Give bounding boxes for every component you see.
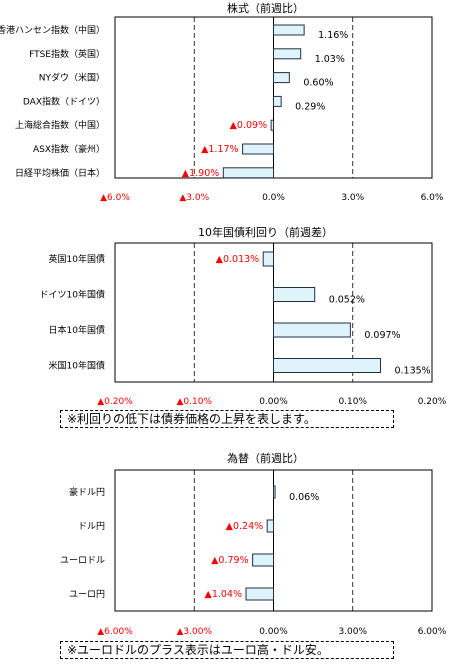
stock-bar	[222, 167, 274, 179]
stock-category-label: ASX指数（豪州）	[33, 143, 105, 155]
stock-bar	[273, 72, 290, 84]
bond-category-label: 英国10年国債	[49, 253, 105, 265]
bond-yield-chart: 10年国債利回り（前週差） ▲0.20% ▲0.10% 0.00% 0.10% 0.20%…	[40, 225, 447, 407]
stock-value-label: 0.60%	[303, 78, 333, 89]
fx-category-label: ユーロドル	[60, 556, 105, 566]
fx-bar	[273, 485, 276, 499]
stock-category-label: 上海総合指数（中国）	[15, 119, 105, 131]
bond-category-label: 日本10年国債	[49, 324, 105, 336]
fx-chart: 為替（前週比） ▲6.00% ▲3.00% 0.00% 3.00% 6.00% 豪ドル円 0.…	[60, 451, 447, 635]
fx-bar	[245, 587, 275, 601]
fx-value-label: ▲1.04%	[205, 589, 243, 600]
stock-x-tick-label: 6.0%	[421, 193, 444, 203]
stock-value-label: ▲1.90%	[182, 168, 220, 179]
fx-bar	[252, 553, 274, 567]
stock-chart-title: 株式（前週比）	[227, 1, 304, 15]
stock-index-chart: 株式（前週比） ▲6.0% ▲3.0% 0.0% 3.0% 6.0% 香港ハンセン指数（中国…	[0, 1, 444, 203]
fx-category-label: ドル円	[78, 521, 105, 532]
stock-x-tick-label: ▲6.0%	[100, 193, 130, 203]
stock-category-label: FTSE指数（英国）	[29, 48, 105, 60]
stock-category-label: NYダウ（米国）	[39, 72, 105, 84]
bond-x-tick-label: 0.10%	[338, 397, 367, 407]
bond-value-label: ▲0.013%	[216, 254, 260, 265]
stock-bar	[273, 48, 302, 60]
fx-chart-title: 為替（前週比）	[227, 451, 304, 465]
fx-value-label: 0.06%	[289, 492, 319, 503]
bond-chart-title: 10年国債利回り（前週差）	[198, 225, 333, 239]
bond-x-tick-label: ▲0.20%	[97, 397, 133, 407]
stock-bar	[273, 24, 305, 36]
fx-x-tick-label: ▲3.00%	[176, 627, 212, 635]
fx-x-tick-label: ▲6.00%	[97, 627, 133, 635]
fx-category-label: 豪ドル円	[69, 486, 105, 498]
fx-value-label: ▲0.24%	[226, 521, 264, 532]
stock-bar	[273, 95, 282, 107]
stock-bar	[270, 119, 274, 131]
bond-bar	[273, 322, 351, 338]
fx-x-tick-label: 6.00%	[418, 627, 447, 635]
bond-bar	[273, 358, 381, 373]
fx-bar	[266, 519, 275, 533]
fx-x-tick-label: 3.00%	[338, 627, 367, 635]
bond-value-label: 0.135%	[394, 366, 430, 377]
stock-value-label: ▲0.09%	[230, 120, 268, 131]
bond-value-label: 0.097%	[364, 330, 400, 341]
fx-note: ※ユーロドルのプラス表示はユーロ高・ドル安。	[60, 641, 394, 659]
stock-value-label: ▲1.17%	[201, 144, 239, 155]
stock-value-label: 1.03%	[315, 54, 345, 65]
stock-value-label: 0.29%	[295, 101, 325, 112]
bond-x-tick-label: ▲0.10%	[176, 397, 212, 407]
stock-x-tick-label: ▲3.0%	[179, 193, 209, 203]
fx-value-label: ▲0.79%	[211, 555, 249, 566]
fx-category-label: ユーロ円	[69, 589, 105, 600]
bond-category-label: 米国10年国債	[49, 360, 105, 372]
bond-category-label: ドイツ10年国債	[40, 289, 105, 301]
stock-bar	[242, 143, 274, 155]
bond-yield-note: ※利回りの低下は債券価格の上昇を表します。	[60, 410, 394, 428]
fx-x-tick-label: 0.00%	[259, 627, 288, 635]
stock-category-label: DAX指数（ドイツ）	[23, 95, 105, 107]
bond-x-tick-label: 0.00%	[259, 397, 288, 407]
bond-x-tick-label: 0.20%	[418, 397, 447, 407]
stock-x-tick-label: 3.0%	[341, 193, 364, 203]
stock-value-label: 1.16%	[318, 30, 348, 41]
bond-bar	[273, 287, 316, 302]
bond-bar	[262, 251, 275, 267]
stock-x-tick-label: 0.0%	[262, 193, 285, 203]
stock-category-label: 日経平均株価（日本）	[15, 167, 105, 179]
stock-category-label: 香港ハンセン指数（中国）	[0, 24, 105, 36]
bond-value-label: 0.052%	[329, 295, 365, 306]
